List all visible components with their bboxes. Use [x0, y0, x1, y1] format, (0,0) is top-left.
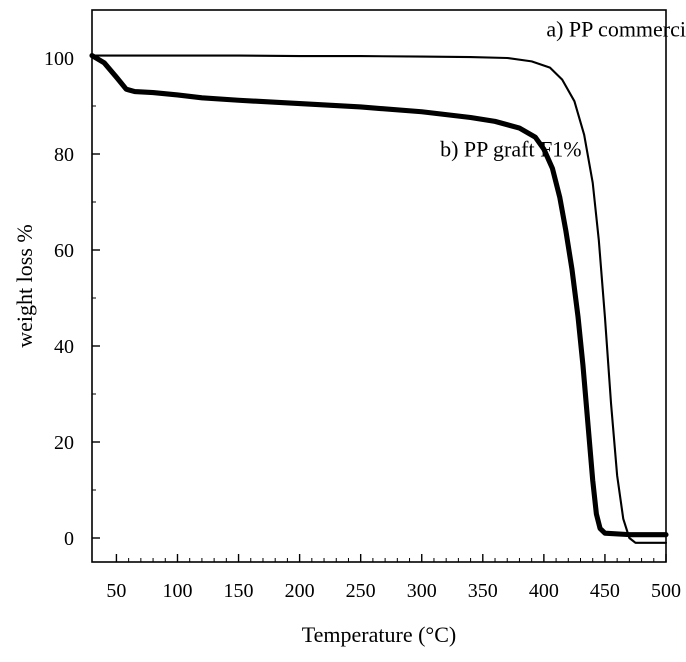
- y-axis-tick-label: 40: [54, 336, 74, 358]
- plot-frame: [91, 9, 667, 563]
- y-axis-tick-label: 0: [64, 528, 74, 550]
- y-axis-tick-label: 100: [44, 48, 74, 70]
- x-axis-tick-label: 300: [407, 580, 437, 602]
- y-axis-tick-label: 20: [54, 432, 74, 454]
- x-axis-tick-label: 350: [468, 580, 498, 602]
- series-line-pp-graft-f1: [89, 53, 669, 538]
- x-axis-tick-label: 500: [651, 580, 681, 602]
- x-axis-tick-label: 100: [162, 580, 192, 602]
- series-annotation-label: a) PP commercial: [546, 16, 686, 41]
- series-annotation-label: b) PP graft F1%: [440, 136, 582, 161]
- x-axis-tick-label: 50: [106, 580, 126, 602]
- x-axis-title: Temperature (°C): [302, 622, 456, 647]
- x-axis-tick-label: 200: [285, 580, 315, 602]
- y-axis-tick-label: 80: [54, 144, 74, 166]
- y-axis-title: weight loss %: [12, 224, 37, 347]
- x-axis-tick-label: 250: [346, 580, 376, 602]
- y-axis-tick-label: 60: [54, 240, 74, 262]
- x-axis-tick-label: 400: [529, 580, 559, 602]
- x-axis-tick-label: 150: [224, 580, 254, 602]
- series-line-pp-commercial: [90, 54, 668, 544]
- x-axis-tick-label: 450: [590, 580, 620, 602]
